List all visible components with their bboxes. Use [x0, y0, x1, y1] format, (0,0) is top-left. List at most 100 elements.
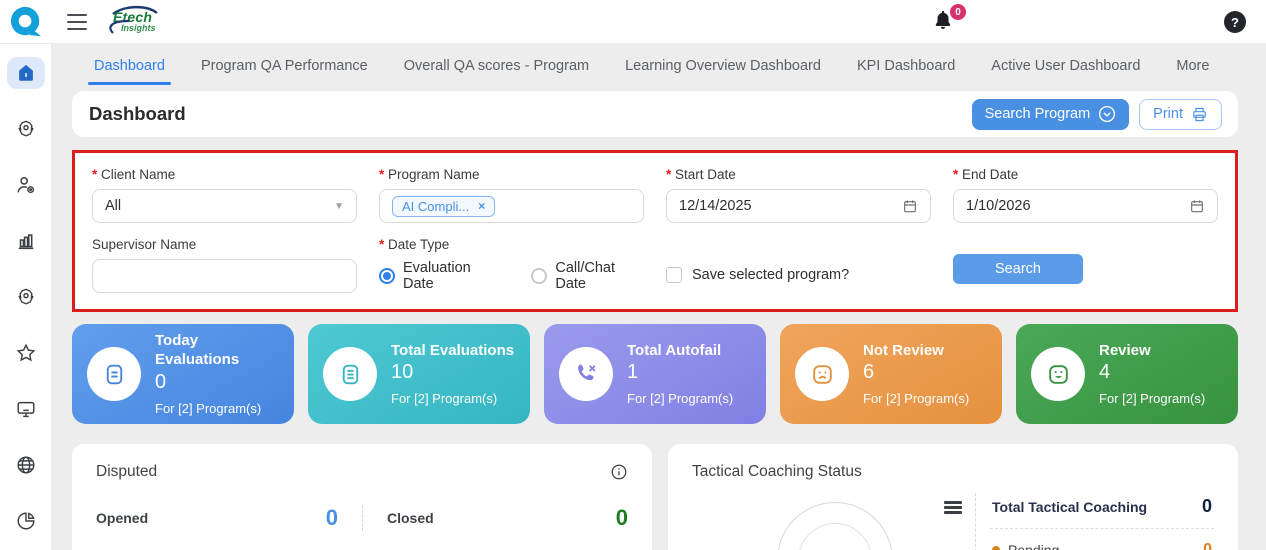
stat-value: 4: [1099, 361, 1111, 384]
bar-chart-icon: [18, 234, 33, 250]
notifications-button[interactable]: 0: [932, 4, 966, 36]
search-program-button[interactable]: Search Program: [971, 98, 1130, 130]
tactical-pending-row: Pending 0: [990, 529, 1214, 550]
field-supervisor-name: Supervisor Name: [92, 229, 357, 293]
sidebar-item-home[interactable]: [6, 57, 45, 89]
stat-card-total-evaluations[interactable]: Total Evaluations 10 For [2] Program(s): [308, 324, 530, 424]
tactical-total-label: Total Tactical Coaching: [992, 498, 1148, 515]
search-button[interactable]: Search: [953, 254, 1083, 284]
disputed-panel: Disputed Opened 0 Closed 0: [72, 444, 652, 550]
star-icon: [16, 343, 35, 362]
chart-menu-icon[interactable]: [944, 501, 962, 550]
bell-icon: [935, 10, 951, 29]
field-end-date: End Date 1/10/2026: [953, 159, 1218, 223]
happy-face-icon: [1031, 347, 1085, 401]
q-logo-icon: [10, 6, 42, 36]
chevron-down-circle-icon: [1099, 105, 1116, 123]
sidebar-item-pie-chart[interactable]: [7, 505, 45, 537]
stat-card-not-review[interactable]: Not Review 6 For [2] Program(s): [780, 324, 1002, 424]
date-type-label: Date Type: [379, 237, 644, 252]
sidebar-item-favorites[interactable]: [7, 337, 45, 369]
info-icon[interactable]: [610, 463, 628, 481]
evaluations-icon: [87, 347, 141, 401]
end-date-value: 1/10/2026: [966, 198, 1031, 214]
evaluations-icon: [323, 347, 377, 401]
user-settings-icon: [16, 177, 34, 194]
pending-value: 0: [1203, 541, 1212, 550]
calendar-icon: [904, 200, 916, 213]
tactical-donut-chart: [692, 493, 944, 550]
sidebar-item-globe[interactable]: [7, 449, 45, 481]
stat-card-review[interactable]: Review 4 For [2] Program(s): [1016, 324, 1238, 424]
stat-title: Review: [1099, 341, 1151, 359]
radio-selected-icon: [379, 268, 395, 284]
sidebar-item-quality-badge[interactable]: [7, 113, 45, 145]
printer-icon: [1193, 107, 1206, 121]
stat-value: 1: [627, 361, 639, 384]
tab-overall-qa-scores[interactable]: Overall QA scores - Program: [403, 58, 590, 74]
disputed-title: Disputed: [96, 463, 158, 480]
opened-label: Opened: [96, 510, 149, 526]
field-start-date: Start Date 12/14/2025: [666, 159, 931, 223]
stat-card-today-evaluations[interactable]: Today Evaluations 0 For [2] Program(s): [72, 324, 294, 424]
tab-dashboard[interactable]: Dashboard: [88, 58, 171, 85]
field-save-program: Save selected program?: [666, 229, 931, 293]
chip-close-icon[interactable]: ×: [478, 199, 486, 213]
sidebar-item-monitor[interactable]: [7, 393, 45, 425]
stat-subtitle: For [2] Program(s): [627, 391, 734, 407]
brand-swoosh-icon: [112, 5, 158, 15]
page-title: Dashboard: [89, 103, 186, 124]
tactical-title: Tactical Coaching Status: [692, 463, 862, 480]
stat-value: 6: [863, 361, 875, 384]
quality-badge-icon: [17, 120, 34, 137]
supervisor-name-input[interactable]: [105, 268, 344, 284]
print-button[interactable]: Print: [1139, 98, 1222, 130]
monitor-icon: [16, 401, 35, 418]
field-date-type: Date Type Evaluation Date Call/Chat Date: [379, 229, 644, 293]
closed-value: 0: [615, 505, 628, 530]
main-content: Dashboard Program QA Performance Overall…: [52, 44, 1266, 550]
caret-down-icon: ▼: [334, 200, 344, 212]
globe-icon: [16, 456, 35, 474]
tab-active-user-dashboard[interactable]: Active User Dashboard: [991, 58, 1141, 74]
start-date-input[interactable]: 12/14/2025: [666, 189, 931, 223]
save-program-label: Save selected program?: [692, 267, 850, 283]
radio-evaluation-date[interactable]: Evaluation Date: [379, 260, 499, 292]
stat-title: Total Evaluations: [391, 341, 515, 359]
stat-subtitle: For [2] Program(s): [155, 400, 262, 416]
date-type-options: Evaluation Date Call/Chat Date: [379, 259, 644, 293]
tab-program-qa-performance[interactable]: Program QA Performance: [200, 58, 368, 74]
sidebar-item-bar-chart[interactable]: [7, 225, 45, 257]
menu-toggle-icon[interactable]: [67, 13, 87, 30]
stat-subtitle: For [2] Program(s): [391, 391, 498, 407]
tactical-content: Total Tactical Coaching 0 Pending 0: [692, 493, 1214, 550]
stat-subtitle: For [2] Program(s): [863, 391, 970, 407]
brand-name-bottom: Insights: [121, 22, 156, 33]
program-name-label: Program Name: [379, 167, 644, 182]
save-program-checkbox[interactable]: [666, 267, 682, 283]
client-name-select[interactable]: All ▼: [92, 189, 357, 223]
pie-chart-icon: [17, 512, 35, 530]
sidebar-item-quality-badge-2[interactable]: [7, 281, 45, 313]
program-name-input[interactable]: AI Compli... ×: [379, 189, 644, 223]
stat-subtitle: For [2] Program(s): [1099, 391, 1206, 407]
print-label: Print: [1153, 106, 1183, 122]
disputed-closed: Closed 0: [362, 505, 628, 531]
sidebar-item-user-settings[interactable]: [7, 169, 45, 201]
field-client-name: Client Name All ▼: [92, 159, 357, 223]
tab-learning-overview[interactable]: Learning Overview Dashboard: [625, 58, 821, 74]
notification-badge: 0: [950, 4, 966, 20]
tab-more[interactable]: More: [1176, 58, 1210, 74]
app-logo[interactable]: [9, 5, 43, 39]
field-search: Search: [953, 229, 1218, 293]
quality-badge-icon: [17, 288, 34, 305]
help-button[interactable]: ?: [1224, 11, 1246, 33]
tactical-legend: Total Tactical Coaching 0 Pending 0: [975, 493, 1214, 550]
field-program-name: Program Name AI Compli... ×: [379, 159, 644, 223]
phone-missed-icon: [559, 347, 613, 401]
stat-title: Total Autofail: [627, 341, 722, 359]
stat-card-total-autofail[interactable]: Total Autofail 1 For [2] Program(s): [544, 324, 766, 424]
tab-kpi-dashboard[interactable]: KPI Dashboard: [856, 58, 956, 74]
end-date-input[interactable]: 1/10/2026: [953, 189, 1218, 223]
radio-call-chat-date[interactable]: Call/Chat Date: [531, 260, 644, 292]
